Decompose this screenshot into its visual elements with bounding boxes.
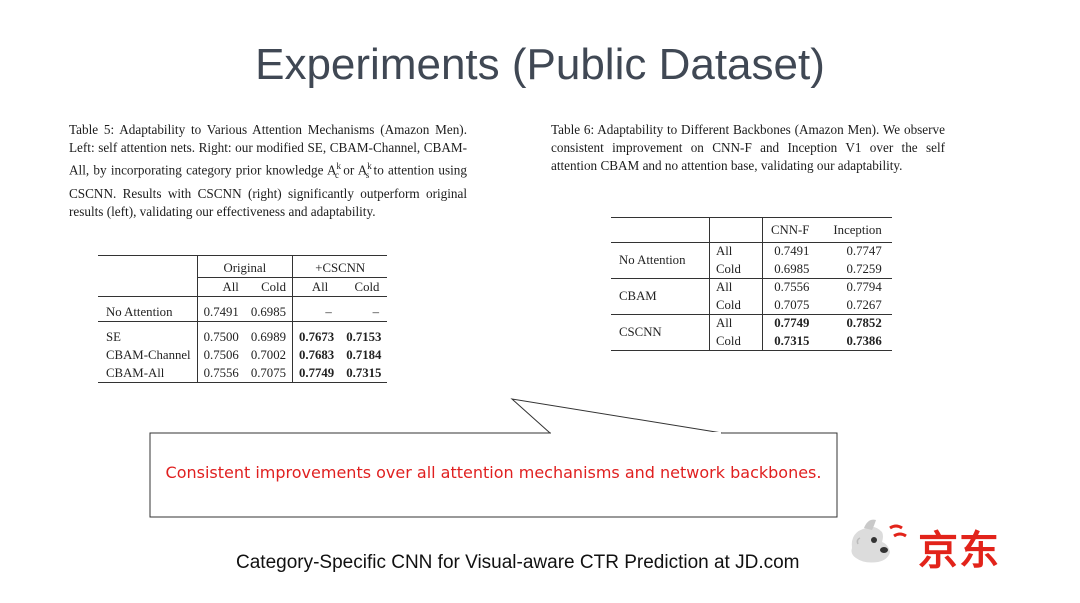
cell: 0.7315 xyxy=(346,365,382,380)
table-row: No Attention 0.7491 0.6985 – – xyxy=(98,303,388,322)
table-row: CBAM-Channel 0.7506 0.7002 0.7683 0.7184 xyxy=(98,346,387,364)
cell: 0.7315 xyxy=(762,332,820,351)
table6-caption: Table 6: Adaptability to Different Backb… xyxy=(551,122,945,174)
cell: – xyxy=(372,304,380,319)
cell: 0.7506 xyxy=(196,346,245,364)
cell: 0.7683 xyxy=(292,346,341,364)
cell: 0.7749 xyxy=(762,314,820,333)
table-row: CBAM All 0.7556 0.7794 xyxy=(611,278,892,315)
cell: All xyxy=(709,314,763,333)
col-header: Inception xyxy=(819,217,892,243)
cell: 0.7153 xyxy=(346,329,382,344)
cell: 0.7184 xyxy=(346,347,382,362)
table-row: Cold 0.7315 0.7386 xyxy=(611,332,892,351)
cell: 0.7673 xyxy=(292,328,341,346)
table5-sub-header: All Cold All Cold xyxy=(98,277,388,297)
table-row: Cold 0.6985 0.7259 xyxy=(611,260,892,279)
cell: Cold xyxy=(709,260,763,279)
cell: 0.7075 xyxy=(250,365,287,380)
table-row: CBAM-All 0.7556 0.7075 0.7749 0.7315 xyxy=(98,364,387,383)
row-label: CBAM-Channel xyxy=(106,347,191,362)
jd-logo-text: 京东 xyxy=(918,528,1000,574)
table5-caption: Table 5: Adaptability to Various Attenti… xyxy=(69,122,467,219)
cell: Cold xyxy=(709,332,763,351)
cell: 0.7267 xyxy=(846,297,882,312)
cell: – xyxy=(292,303,341,322)
col-header: Cold xyxy=(354,279,380,294)
col-header: CNN-F xyxy=(762,217,820,243)
table-row: SE 0.7500 0.6989 0.7673 0.7153 xyxy=(98,328,387,346)
row-label: CBAM-All xyxy=(106,365,165,380)
table-row: Cold 0.7075 0.7267 xyxy=(611,296,892,315)
table5-group-header: Original +CSCNN xyxy=(98,255,388,278)
cell: 0.7500 xyxy=(196,328,245,346)
group-cscnn: +CSCNN xyxy=(292,255,388,278)
cell: 0.7747 xyxy=(846,244,882,259)
footer-text: Category-Specific CNN for Visual-aware C… xyxy=(236,552,800,573)
table-row: CSCNN All 0.7749 0.7852 xyxy=(611,314,892,351)
cell: 0.7556 xyxy=(196,364,245,383)
row-label: SE xyxy=(106,329,121,344)
table-row: No Attention All 0.7491 0.7747 xyxy=(611,242,892,267)
cell: All xyxy=(709,242,763,261)
cell: 0.7556 xyxy=(762,278,820,297)
cell: All xyxy=(709,278,763,297)
callout-text: Consistent improvements over all attenti… xyxy=(165,463,822,482)
col-header: All xyxy=(196,277,245,297)
cell: Cold xyxy=(709,296,763,315)
table6-header: CNN-F Inception xyxy=(611,217,892,243)
cell: 0.7075 xyxy=(762,296,820,315)
cell: 0.6985 xyxy=(762,260,820,279)
cell: 0.7749 xyxy=(292,364,341,383)
row-label: CBAM xyxy=(611,278,710,315)
col-header: All xyxy=(292,277,341,297)
cell: 0.7491 xyxy=(762,242,820,261)
col-header: Cold xyxy=(261,279,287,294)
slide-title: Experiments (Public Dataset) xyxy=(255,40,825,89)
jd-dog-mascot-icon xyxy=(851,519,907,563)
cell: 0.7794 xyxy=(819,278,892,297)
cell: 0.7852 xyxy=(819,314,892,333)
cell: 0.6989 xyxy=(250,329,287,344)
row-label: No Attention xyxy=(106,304,173,319)
row-label: CSCNN xyxy=(611,314,710,351)
cell: 0.7386 xyxy=(846,333,882,348)
row-label: No Attention xyxy=(619,253,686,267)
table5: Original +CSCNN All Cold All Cold No Att… xyxy=(98,255,388,383)
cell: 0.6985 xyxy=(250,304,287,319)
cell: 0.7259 xyxy=(846,261,882,276)
table6: CNN-F Inception No Attention All 0.7491 … xyxy=(611,217,892,351)
cell: 0.7491 xyxy=(196,303,245,322)
cell: 0.7002 xyxy=(250,347,287,362)
group-original: Original xyxy=(196,255,293,278)
